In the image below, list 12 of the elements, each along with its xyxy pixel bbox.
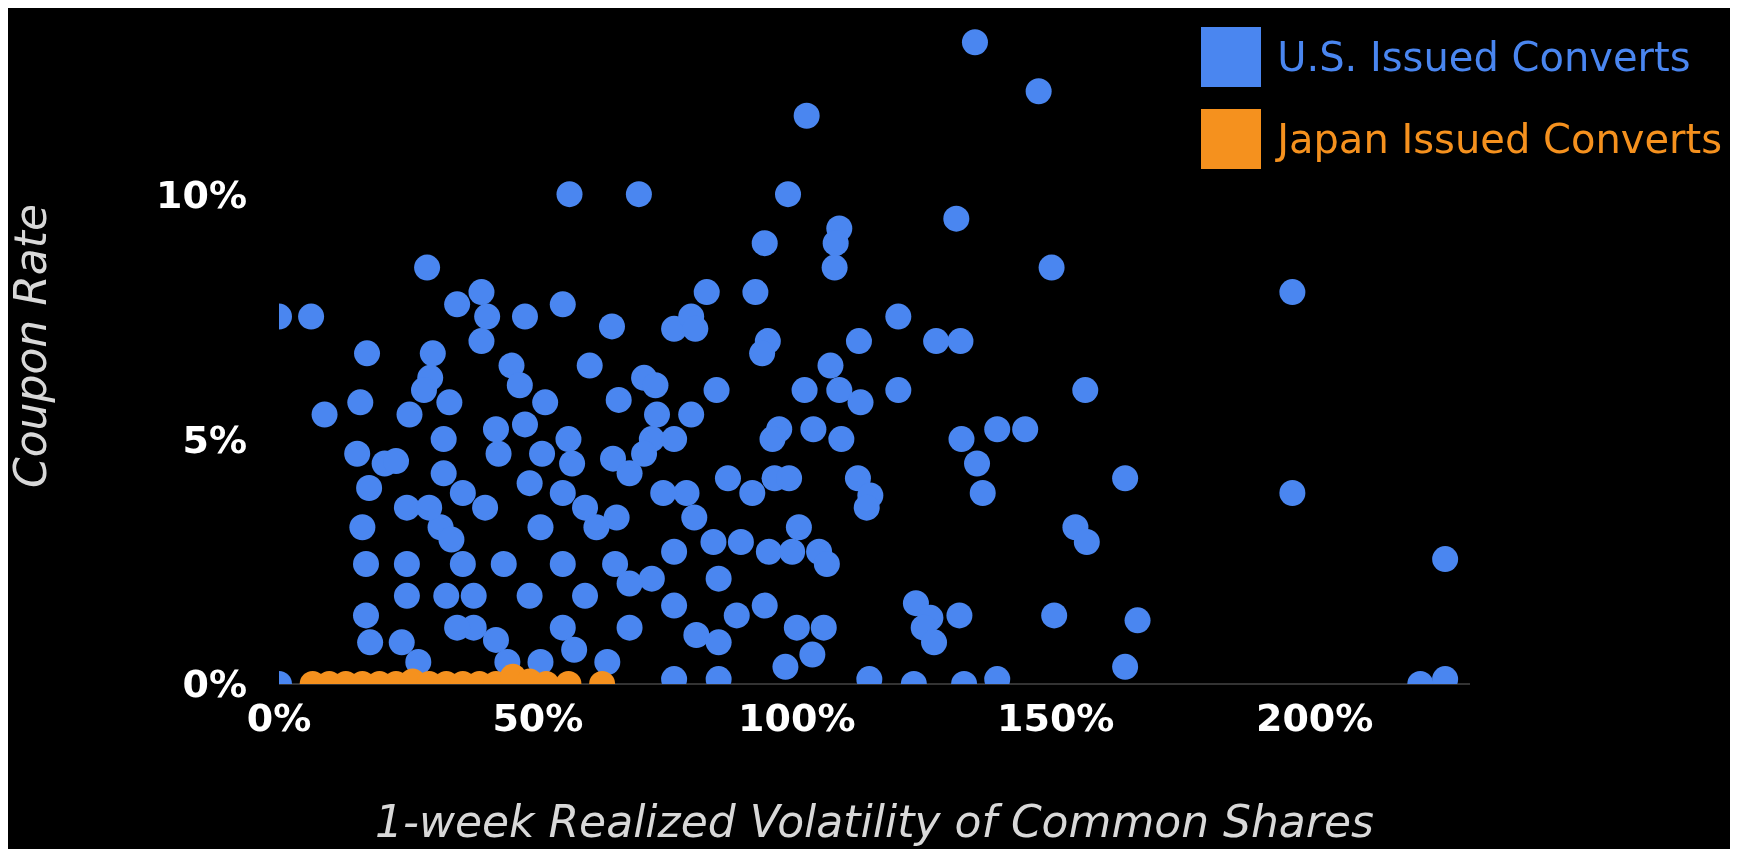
x-tick-label: 100%	[738, 695, 856, 740]
y-tick-label: 5%	[182, 417, 247, 462]
x-axis-title: 1-week Realized Volatility of Common Shares	[375, 796, 1374, 847]
x-tick-label: 200%	[1255, 695, 1374, 740]
legend-label: U.S. Issued Converts	[1277, 34, 1691, 80]
x-tick-label: 0%	[246, 695, 312, 740]
x-tick-label: 150%	[997, 695, 1115, 740]
x-tick-label: 50%	[492, 695, 584, 740]
y-axis-title: Coupon Rate	[4, 203, 56, 489]
legend-label: Japan Issued Converts	[1277, 116, 1722, 162]
y-tick-label: 0%	[182, 662, 247, 707]
y-tick-label: 10%	[156, 172, 247, 217]
